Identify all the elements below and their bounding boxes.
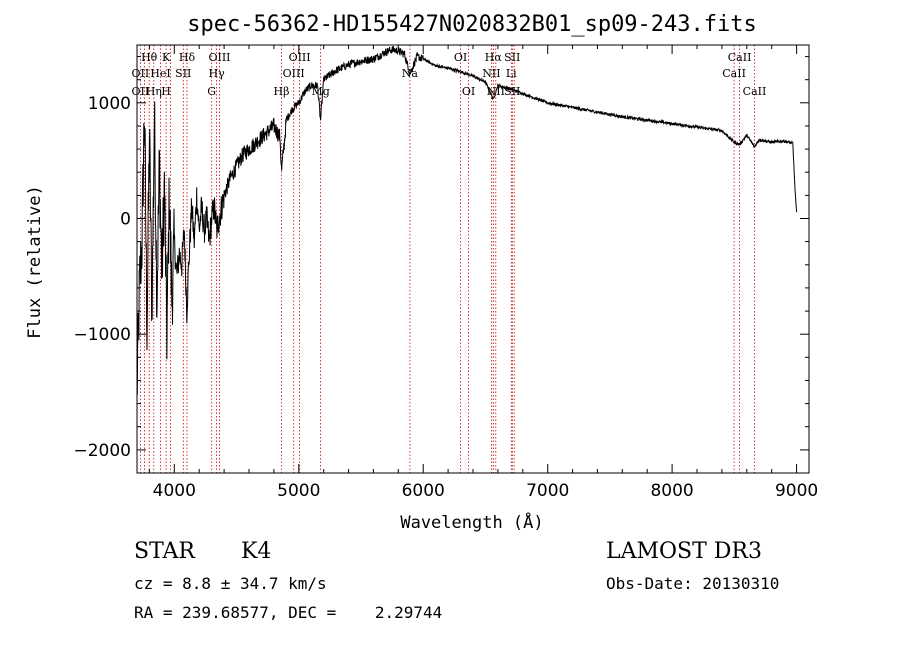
line-label: OII: [132, 67, 150, 80]
object-subclass: K4: [241, 539, 272, 564]
y-tick-label: −2000: [73, 441, 131, 461]
line-label: OIII: [283, 67, 305, 80]
x-tick-label: 8000: [650, 481, 693, 501]
x-axis-label: Wavelength (Å): [400, 511, 543, 533]
line-label: H: [161, 85, 171, 98]
line-label: CaII: [722, 67, 746, 80]
line-label: SII: [175, 67, 191, 80]
x-tick-label: 9000: [775, 481, 818, 501]
y-axis-label: Flux (relative): [25, 185, 45, 339]
line-label: Hη: [146, 85, 162, 98]
line-label: OII: [132, 85, 150, 98]
line-label: OIII: [289, 51, 311, 64]
line-labels: OII OII Hθ Hη HeI K H SII Hδ G Hγ OIII Hβ OIII OIII Mg N…: [132, 51, 767, 98]
obs-date: Obs-Date: 20130310: [606, 574, 780, 593]
x-tick-label: 6000: [402, 481, 445, 501]
line-label: CaII: [728, 51, 752, 64]
plot-series: [136, 45, 798, 395]
line-label: OI: [462, 85, 475, 98]
survey-label: LAMOST DR3: [606, 539, 762, 564]
line-label: OIII: [208, 51, 230, 64]
line-label: Hδ: [179, 51, 196, 64]
coordinates-readout: RA = 239.68577, DEC = 2.29744: [134, 603, 443, 622]
x-tick-label: 4000: [153, 481, 196, 501]
y-axis-ticks: −2000 −1000 0 1000: [73, 56, 809, 474]
line-label: NII: [482, 67, 500, 80]
x-axis-ticks: 4000 5000 6000 7000 8000 9000: [148, 45, 818, 501]
line-label: K: [162, 51, 171, 64]
redshift-readout: cz = 8.8 ± 34.7 km/s: [134, 574, 327, 593]
line-label: OI: [454, 51, 467, 64]
line-label: HeI: [150, 67, 170, 80]
line-label: Li: [506, 67, 517, 80]
plot-frame: [136, 44, 810, 474]
line-label: Hβ: [274, 85, 290, 98]
y-tick-label: 0: [120, 210, 131, 230]
chart-title: spec-56362-HD155427N020832B01_sp09-243.f…: [187, 12, 757, 37]
y-tick-label: 1000: [88, 94, 131, 114]
spectrum-line: [136, 45, 798, 395]
line-label: G: [207, 85, 216, 98]
y-tick-label: −1000: [73, 325, 131, 345]
line-label: Hα: [485, 51, 503, 64]
x-tick-label: 7000: [526, 481, 569, 501]
object-class: STAR: [134, 539, 195, 564]
line-label: Hγ: [209, 67, 226, 80]
line-markers: [139, 45, 755, 473]
line-label: CaII: [743, 85, 767, 98]
x-tick-label: 5000: [277, 481, 320, 501]
line-label: Hθ: [141, 51, 158, 64]
line-label: SII: [504, 51, 520, 64]
line-label: Mg: [311, 85, 329, 98]
